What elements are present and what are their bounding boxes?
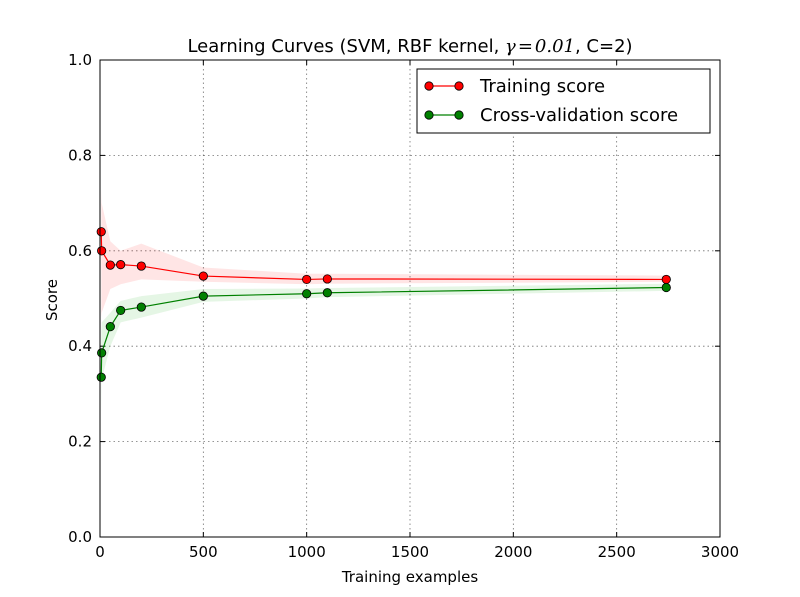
y-tick-label: 0.6 (68, 242, 92, 260)
axes-frame (99, 59, 721, 538)
point-cross-validation (105, 322, 115, 332)
point-cross-validation (97, 348, 107, 358)
x-tick-label: 3000 (701, 543, 739, 561)
point-training (661, 274, 671, 285)
point-cross-validation (322, 288, 332, 298)
x-tick-label: 1000 (288, 543, 326, 561)
point-cross-validation (116, 305, 126, 316)
y-tick-label: 0.0 (68, 528, 92, 546)
point-training (105, 260, 115, 270)
y-axis-label: Score (43, 279, 61, 321)
legend-marker-training (454, 81, 464, 91)
point-training (96, 227, 106, 237)
x-tick-label: 500 (189, 543, 218, 561)
chart-title: Learning Curves (SVM, RBF kernel, γ = 0.01… (187, 36, 632, 57)
point-cross-validation (661, 282, 671, 293)
y-tick-label: 1.0 (68, 51, 92, 69)
point-cross-validation (198, 291, 208, 301)
band-cross-validation (101, 283, 667, 413)
point-cross-validation (302, 289, 312, 299)
x-tick-label: 0 (95, 543, 105, 561)
legend-marker-cross-validation (454, 110, 464, 120)
point-training (116, 260, 126, 270)
title-gamma-value: 0.01 (535, 36, 575, 57)
x-tick-label: 2500 (598, 543, 636, 561)
legend-marker-cross-validation (424, 110, 434, 120)
point-training (97, 246, 107, 256)
x-tick-label: 2000 (494, 543, 532, 561)
x-axis-label: Training examples (341, 568, 479, 586)
point-cross-validation (96, 372, 106, 382)
title-gamma: γ (505, 36, 516, 57)
point-training (136, 261, 146, 271)
legend-label-cross-validation: Cross-validation score (480, 105, 678, 126)
y-tick-label: 0.4 (68, 337, 92, 355)
title-equals: = (518, 36, 533, 57)
point-training (302, 274, 312, 285)
title-prefix: Learning Curves (SVM, RBF kernel, (187, 36, 505, 57)
point-training (198, 271, 208, 281)
y-tick-label: 0.8 (68, 146, 92, 164)
legend-label-training: Training score (479, 76, 605, 97)
legend-box (416, 68, 711, 134)
point-cross-validation (136, 302, 146, 312)
x-tick-label: 1500 (391, 543, 429, 561)
plot-area: 0 500 1000 1500 2000 2500 3000 0.0 0.2 0.4 0.6 0.8 1… (68, 51, 739, 561)
legend-marker-training (424, 81, 434, 91)
title-suffix: , C=2) (575, 36, 633, 57)
legend: Training score Cross-validation score (416, 68, 711, 134)
y-tick-label: 0.2 (68, 433, 92, 451)
point-training (322, 274, 332, 284)
